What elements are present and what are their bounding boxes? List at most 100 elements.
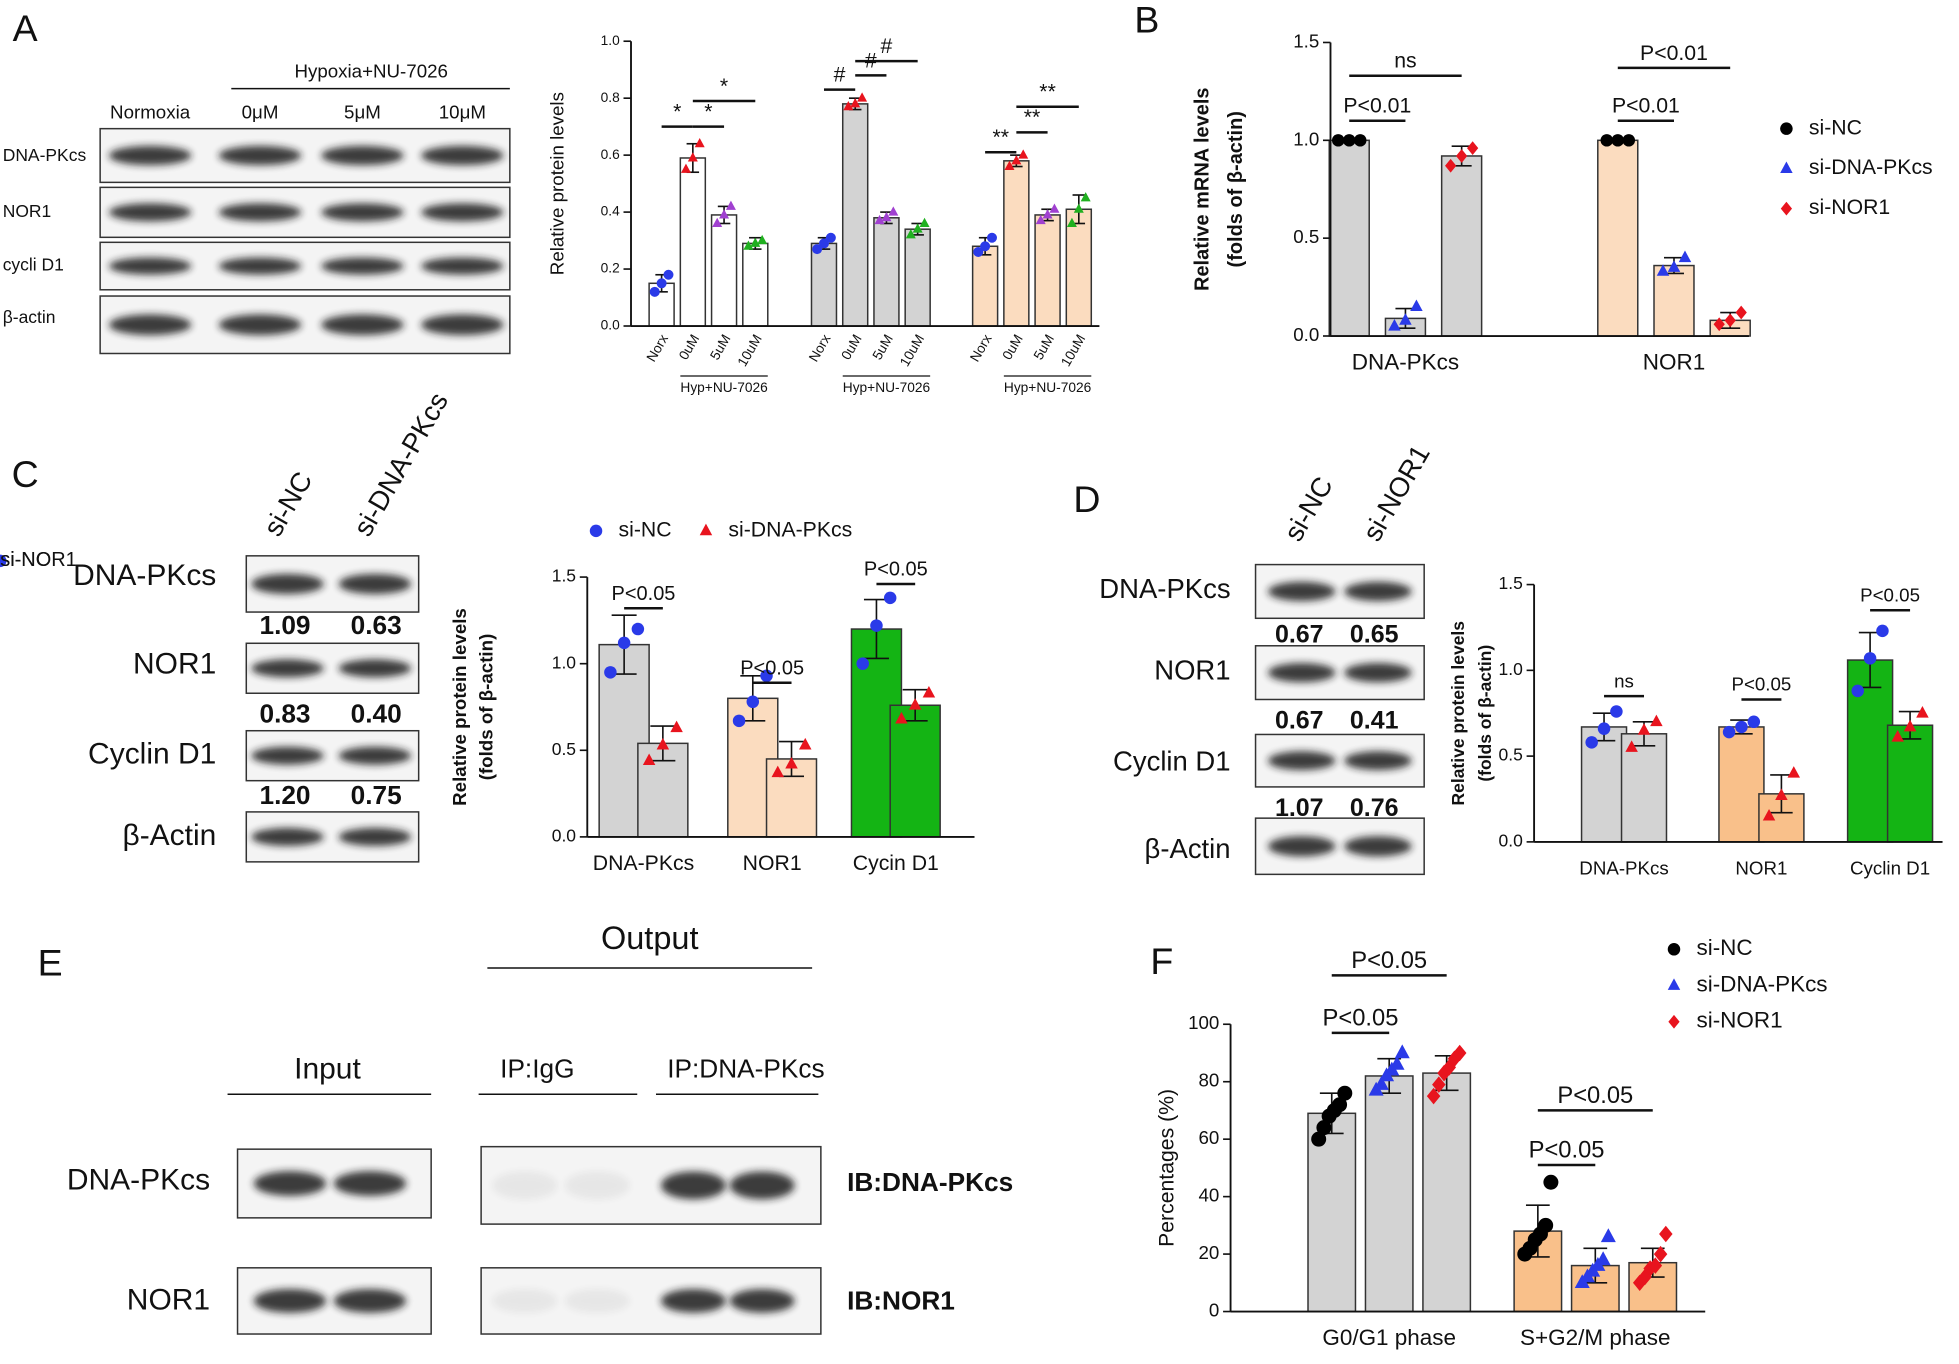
legend-label: si-NC — [1696, 935, 1752, 960]
data-point — [1611, 134, 1625, 147]
band — [333, 1289, 407, 1313]
legend-marker — [1668, 1014, 1680, 1029]
data-point — [799, 737, 812, 750]
y-tick-label: 0.5 — [552, 739, 576, 759]
band — [218, 257, 302, 275]
lane-label: si-NC — [1278, 471, 1339, 546]
x-tick-label: 0uM — [838, 332, 864, 363]
legend-label: si-NC — [1809, 116, 1862, 139]
significance-label: ** — [992, 126, 1009, 149]
y-tick-label: 80 — [1198, 1070, 1219, 1091]
x-tick-label: NOR1 — [743, 852, 802, 875]
data-point — [1610, 705, 1623, 718]
x-tick-label: 0uM — [676, 332, 702, 363]
y-tick-label: 1.5 — [1499, 573, 1523, 593]
legend-label: si-NC — [0, 549, 50, 571]
band — [492, 1289, 558, 1313]
y-tick-label: 0.6 — [601, 147, 620, 162]
data-point — [883, 591, 897, 605]
bar — [679, 157, 707, 327]
data-point — [663, 269, 674, 280]
data-point — [1373, 1075, 1389, 1090]
band-quant: 0.67 — [1275, 620, 1324, 648]
band-quant: 1.07 — [1275, 794, 1324, 822]
data-point — [1600, 1228, 1616, 1243]
significance-label: # — [834, 64, 846, 87]
band — [1268, 662, 1336, 683]
band — [218, 314, 302, 336]
row-label: DNA-PKcs — [67, 1164, 210, 1197]
y-tick-label: 100 — [1188, 1012, 1219, 1033]
panel-letter: B — [1134, 0, 1159, 40]
x-tick-label: 5uM — [1031, 332, 1057, 363]
data-point — [825, 232, 836, 243]
lane-label: IP:DNA-PKcs — [667, 1053, 824, 1083]
data-point — [1456, 149, 1468, 163]
legend-marker — [589, 524, 603, 538]
data-point — [1656, 264, 1670, 276]
significance-label: ** — [1024, 106, 1041, 129]
band — [338, 746, 412, 765]
significance-label: P<0.05 — [1323, 1005, 1399, 1031]
row-label: β-Actin — [1145, 833, 1231, 864]
row-label: Cyclin D1 — [88, 738, 216, 771]
y-tick-label: 1.0 — [601, 33, 620, 48]
band — [251, 746, 324, 765]
significance-label: ** — [1039, 81, 1056, 104]
data-point — [1049, 203, 1060, 213]
band — [218, 145, 302, 166]
x-tick-label: Cyclin D1 — [1850, 857, 1930, 878]
band — [338, 827, 412, 846]
row-label: cycli D1 — [3, 255, 64, 275]
data-point — [1467, 141, 1479, 156]
bar — [1034, 214, 1061, 327]
data-point — [1722, 725, 1736, 739]
data-point — [649, 286, 660, 297]
significance-label: P<0.05 — [1351, 948, 1427, 974]
x-tick-label: Norx — [644, 332, 672, 365]
legend-label: si-NOR1 — [1696, 1008, 1782, 1033]
group-label: Hyp+NU-7026 — [680, 380, 768, 395]
y-axis-label: Relative protein levels — [547, 92, 568, 275]
x-tick-label: 10uM — [1058, 332, 1088, 369]
data-point — [850, 98, 861, 108]
bar — [1364, 1075, 1414, 1313]
data-point — [895, 711, 908, 724]
data-point — [1637, 723, 1651, 735]
band — [564, 1171, 630, 1200]
data-point — [1787, 766, 1801, 778]
significance-label: P<0.05 — [864, 559, 928, 581]
significance-label: ns — [1394, 50, 1416, 73]
data-point — [712, 217, 723, 227]
band — [421, 203, 504, 222]
band — [421, 314, 504, 336]
bar — [1328, 139, 1370, 337]
legend-marker — [1780, 122, 1793, 135]
data-point — [888, 206, 899, 216]
y-tick-label: 1.0 — [552, 652, 577, 672]
data-point — [1432, 1076, 1446, 1093]
data-point — [1650, 714, 1663, 727]
group-label: Hyp+NU-7026 — [1004, 380, 1092, 395]
x-tick-label: NOR1 — [1643, 349, 1705, 374]
data-point — [1011, 155, 1022, 165]
data-point — [1653, 1245, 1668, 1263]
band — [660, 1289, 726, 1313]
data-point — [1585, 736, 1598, 749]
band — [492, 1171, 558, 1200]
data-point — [1073, 203, 1084, 213]
data-point — [1445, 158, 1457, 173]
legend-label: si-NC — [619, 518, 672, 541]
significance-label: P<0.05 — [740, 657, 804, 679]
data-point — [870, 619, 883, 632]
band — [660, 1171, 726, 1200]
legend-label: si-DNA-PKcs — [728, 518, 852, 541]
data-point — [617, 636, 631, 650]
data-point — [750, 237, 761, 247]
data-point — [771, 765, 785, 778]
y-tick-label: 20 — [1198, 1242, 1219, 1263]
band — [321, 257, 404, 275]
panel-letter: E — [38, 941, 63, 983]
